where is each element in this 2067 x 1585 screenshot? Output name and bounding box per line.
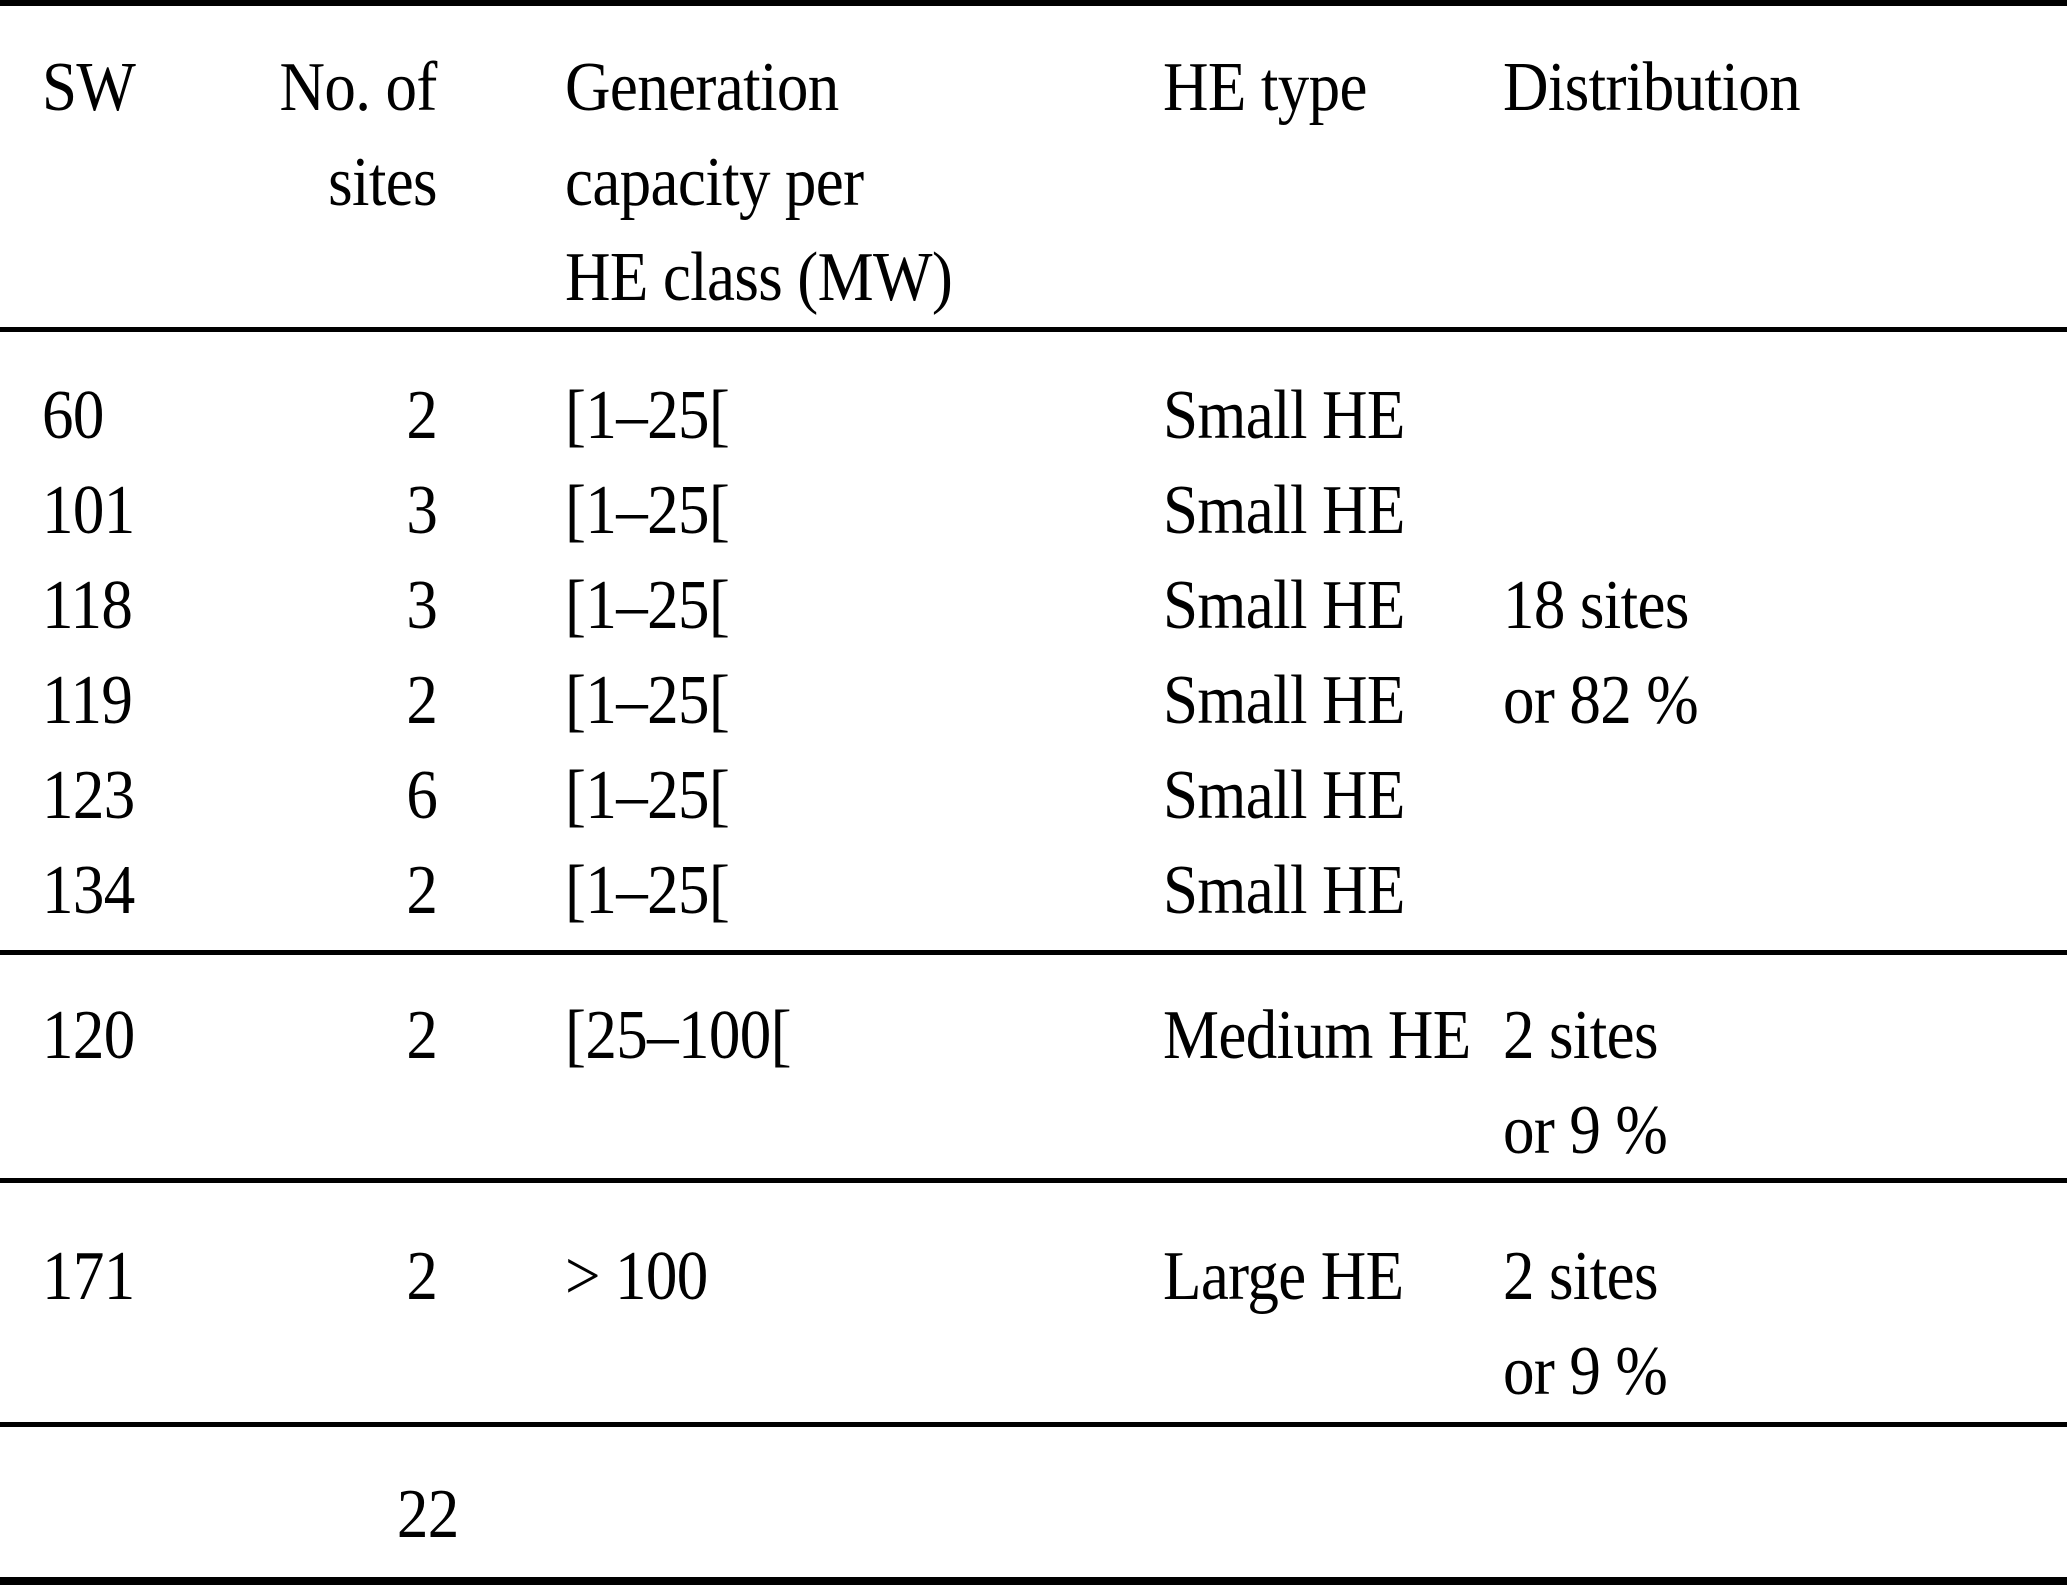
cell-capacity: [1–25[ bbox=[565, 567, 730, 644]
table-row-sw-171: 171 2 > 100 Large HE 2 sites or 9 % bbox=[0, 1180, 2067, 1427]
col-header-he-type: HE type bbox=[1105, 3, 1455, 332]
col-header-sites: No. of sites bbox=[215, 3, 445, 332]
table-row-sw-60: 60 2 [1–25[ Small HE bbox=[0, 330, 2067, 464]
distribution-line1: 2 sites bbox=[1503, 1238, 1658, 1315]
cell-distribution-empty bbox=[1455, 1425, 2067, 1582]
section-small-he: 60 2 [1–25[ Small HE 101 3 [1–25[ Small … bbox=[0, 330, 2067, 955]
table-row-sw-123: 123 6 [1–25[ Small HE bbox=[0, 748, 2067, 843]
table-row-sw-119: 119 2 [1–25[ Small HE or 82 % bbox=[0, 653, 2067, 748]
total-row: 22 bbox=[0, 1425, 2067, 1582]
cell-capacity: [1–25[ bbox=[565, 662, 730, 739]
cell-sites: 3 bbox=[406, 472, 438, 549]
cell-sw: 123 bbox=[42, 757, 135, 834]
section-medium-he: 120 2 [25–100[ Medium HE 2 sites or 9 % bbox=[0, 952, 2067, 1183]
col-header-sites-line1: No. of bbox=[279, 49, 438, 126]
cell-he-type: Small HE bbox=[1163, 567, 1405, 644]
cell-sw: 118 bbox=[42, 567, 133, 644]
cell-he-type: Small HE bbox=[1105, 843, 1455, 955]
col-header-capacity-line1: Generation bbox=[565, 49, 839, 126]
col-header-capacity: Generation capacity per HE class (MW) bbox=[445, 3, 1105, 332]
col-header-sites-line2: sites bbox=[328, 144, 437, 221]
table-row-sw-120: 120 2 [25–100[ Medium HE 2 sites or 9 % bbox=[0, 952, 2067, 1183]
cell-distribution bbox=[1455, 748, 2067, 843]
cell-capacity: [1–25[ bbox=[445, 843, 1105, 955]
cell-capacity: > 100 bbox=[445, 1180, 1105, 1427]
cell-sites: 2 bbox=[406, 662, 438, 739]
col-header-capacity-line2: capacity per bbox=[565, 144, 864, 221]
cell-he-type: Small HE bbox=[1163, 472, 1405, 549]
cell-sites: 2 bbox=[406, 377, 438, 454]
cell-sites: 2 bbox=[215, 1180, 445, 1427]
cell-capacity: [1–25[ bbox=[565, 757, 730, 834]
cell-sites: 3 bbox=[406, 567, 438, 644]
cell-sites: 6 bbox=[406, 757, 438, 834]
col-header-distribution: Distribution bbox=[1455, 3, 2067, 332]
table-row-sw-118: 118 3 [1–25[ Small HE 18 sites bbox=[0, 558, 2067, 653]
col-header-sw-label: SW bbox=[42, 49, 136, 126]
cell-he-type: Small HE bbox=[1163, 377, 1405, 454]
cell-distribution: 18 sites bbox=[1503, 567, 1689, 644]
cell-capacity: [25–100[ bbox=[445, 952, 1105, 1183]
cell-capacity: [1–25[ bbox=[565, 472, 730, 549]
cell-he-type: Medium HE bbox=[1105, 952, 1471, 1183]
cell-he-type: Small HE bbox=[1163, 662, 1405, 739]
cell-distribution bbox=[1455, 463, 2067, 558]
cell-distribution: or 82 % bbox=[1503, 662, 1699, 739]
cell-sw: 120 bbox=[0, 952, 215, 1183]
cell-sites: 2 bbox=[215, 843, 445, 955]
cell-capacity: [1–25[ bbox=[565, 377, 730, 454]
cell-sites-total: 22 bbox=[397, 1476, 459, 1553]
cell-sw: 171 bbox=[0, 1180, 215, 1427]
cell-distribution bbox=[1455, 330, 2067, 464]
section-total: 22 bbox=[0, 1425, 2067, 1582]
cell-sw: 101 bbox=[42, 472, 135, 549]
cell-capacity-empty bbox=[445, 1425, 1105, 1582]
cell-sw-empty bbox=[0, 1425, 215, 1582]
col-header-capacity-line3: HE class (MW) bbox=[565, 239, 953, 316]
cell-sw: 119 bbox=[42, 662, 133, 739]
cell-sw: 60 bbox=[42, 377, 104, 454]
distribution-line2: or 9 % bbox=[1503, 1092, 1668, 1169]
table-row-sw-134: 134 2 [1–25[ Small HE bbox=[0, 843, 2067, 955]
cell-he-type: Small HE bbox=[1163, 757, 1405, 834]
cell-sw: 134 bbox=[0, 843, 215, 955]
cell-he-type: Large HE bbox=[1105, 1180, 1455, 1427]
cell-distribution bbox=[1455, 843, 2067, 955]
header-row: SW No. of sites Generation capacity per … bbox=[0, 3, 2067, 332]
section-large-he: 171 2 > 100 Large HE 2 sites or 9 % bbox=[0, 1180, 2067, 1427]
cell-distribution: 2 sites or 9 % bbox=[1455, 952, 2067, 1183]
cell-he-type-empty bbox=[1105, 1425, 1455, 1582]
distribution-line2: or 9 % bbox=[1503, 1333, 1668, 1410]
cell-sites: 2 bbox=[215, 952, 445, 1183]
table-header: SW No. of sites Generation capacity per … bbox=[0, 3, 2067, 332]
cell-distribution: 2 sites or 9 % bbox=[1455, 1180, 2067, 1427]
distribution-line1: 2 sites bbox=[1503, 997, 1658, 1074]
table-row-sw-101: 101 3 [1–25[ Small HE bbox=[0, 463, 2067, 558]
col-header-sw: SW bbox=[0, 3, 215, 332]
